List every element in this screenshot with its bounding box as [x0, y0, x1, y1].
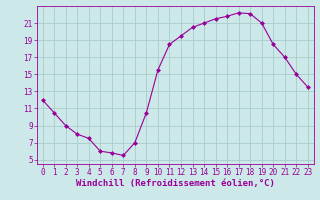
X-axis label: Windchill (Refroidissement éolien,°C): Windchill (Refroidissement éolien,°C) [76, 179, 275, 188]
